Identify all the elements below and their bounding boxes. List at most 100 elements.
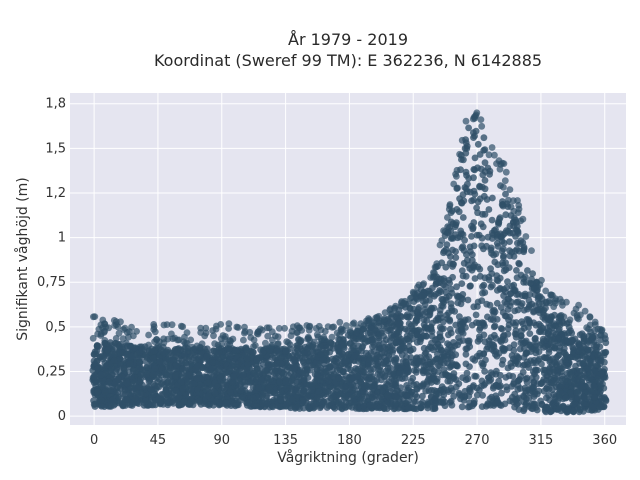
data-point: [429, 370, 437, 378]
data-point: [500, 239, 508, 247]
data-point: [520, 275, 527, 283]
data-point: [181, 351, 188, 358]
data-point: [550, 379, 558, 387]
data-point: [230, 373, 237, 380]
data-point: [585, 395, 593, 403]
data-point: [169, 400, 177, 407]
data-point: [354, 324, 362, 331]
data-point: [288, 395, 296, 403]
data-point: [342, 357, 350, 364]
data-point: [121, 324, 129, 332]
data-point: [226, 352, 234, 360]
data-point: [418, 292, 426, 299]
data-point: [156, 358, 164, 365]
data-point: [296, 324, 304, 332]
data-point: [494, 231, 501, 238]
data-point: [559, 339, 567, 346]
data-point: [565, 329, 573, 337]
data-point: [346, 328, 354, 336]
data-point: [471, 372, 479, 380]
data-point: [502, 211, 510, 219]
data-point: [274, 340, 282, 347]
data-point: [438, 295, 446, 303]
data-point: [109, 396, 117, 404]
data-point: [450, 260, 457, 268]
data-point: [172, 362, 180, 369]
data-point: [528, 247, 535, 255]
data-point: [179, 323, 187, 331]
data-point: [538, 276, 545, 284]
data-point: [369, 384, 377, 392]
data-point: [416, 357, 423, 365]
data-point: [98, 402, 105, 410]
data-point: [172, 372, 179, 380]
data-point: [110, 401, 118, 409]
data-point: [133, 328, 141, 335]
data-point: [478, 403, 486, 410]
data-point: [523, 374, 531, 382]
data-point: [469, 225, 477, 233]
data-point: [602, 348, 610, 356]
data-point: [423, 381, 431, 388]
data-point: [201, 332, 209, 340]
data-point: [183, 329, 191, 336]
data-point: [478, 377, 486, 385]
data-point: [406, 347, 414, 355]
data-point: [315, 388, 323, 395]
data-point: [464, 337, 472, 345]
data-point: [406, 332, 414, 340]
data-point: [203, 353, 211, 360]
data-point: [319, 356, 327, 364]
data-point: [545, 392, 553, 399]
data-point: [522, 387, 530, 395]
data-point: [496, 383, 504, 391]
data-point: [470, 134, 477, 142]
data-point: [300, 387, 308, 395]
data-point: [331, 404, 339, 412]
data-point: [563, 370, 571, 377]
data-point: [564, 405, 572, 413]
data-point: [461, 145, 469, 152]
data-point: [182, 340, 189, 347]
data-point: [381, 315, 388, 323]
data-point: [556, 377, 563, 384]
data-point: [226, 388, 234, 396]
data-point: [149, 354, 157, 362]
data-point: [513, 267, 520, 274]
data-point: [478, 297, 486, 304]
data-point: [325, 388, 332, 396]
data-point: [151, 365, 159, 372]
data-point: [90, 357, 98, 365]
data-point: [459, 374, 466, 381]
data-point: [597, 377, 605, 385]
x-tick-label: 270: [465, 433, 490, 448]
data-point: [320, 333, 328, 341]
data-point: [484, 164, 492, 172]
data-point: [336, 318, 344, 326]
data-point: [501, 177, 509, 185]
data-point: [274, 333, 282, 341]
data-point: [514, 354, 522, 361]
data-point: [370, 341, 378, 349]
data-point: [348, 404, 356, 411]
data-point: [161, 369, 169, 377]
data-point: [523, 358, 531, 366]
data-point: [447, 253, 454, 260]
data-point: [497, 304, 505, 311]
data-point: [529, 270, 536, 277]
data-point: [196, 397, 204, 405]
data-point: [250, 343, 257, 350]
data-point: [480, 134, 488, 142]
data-point: [489, 281, 496, 289]
data-point: [458, 244, 466, 252]
data-point: [162, 388, 169, 396]
data-point: [237, 386, 245, 394]
data-point: [542, 343, 550, 350]
data-point: [460, 156, 467, 164]
data-point: [231, 346, 239, 354]
data-point: [312, 359, 320, 366]
data-point: [205, 372, 213, 380]
data-points: [89, 109, 610, 416]
data-point: [420, 344, 428, 352]
data-point: [337, 401, 345, 409]
